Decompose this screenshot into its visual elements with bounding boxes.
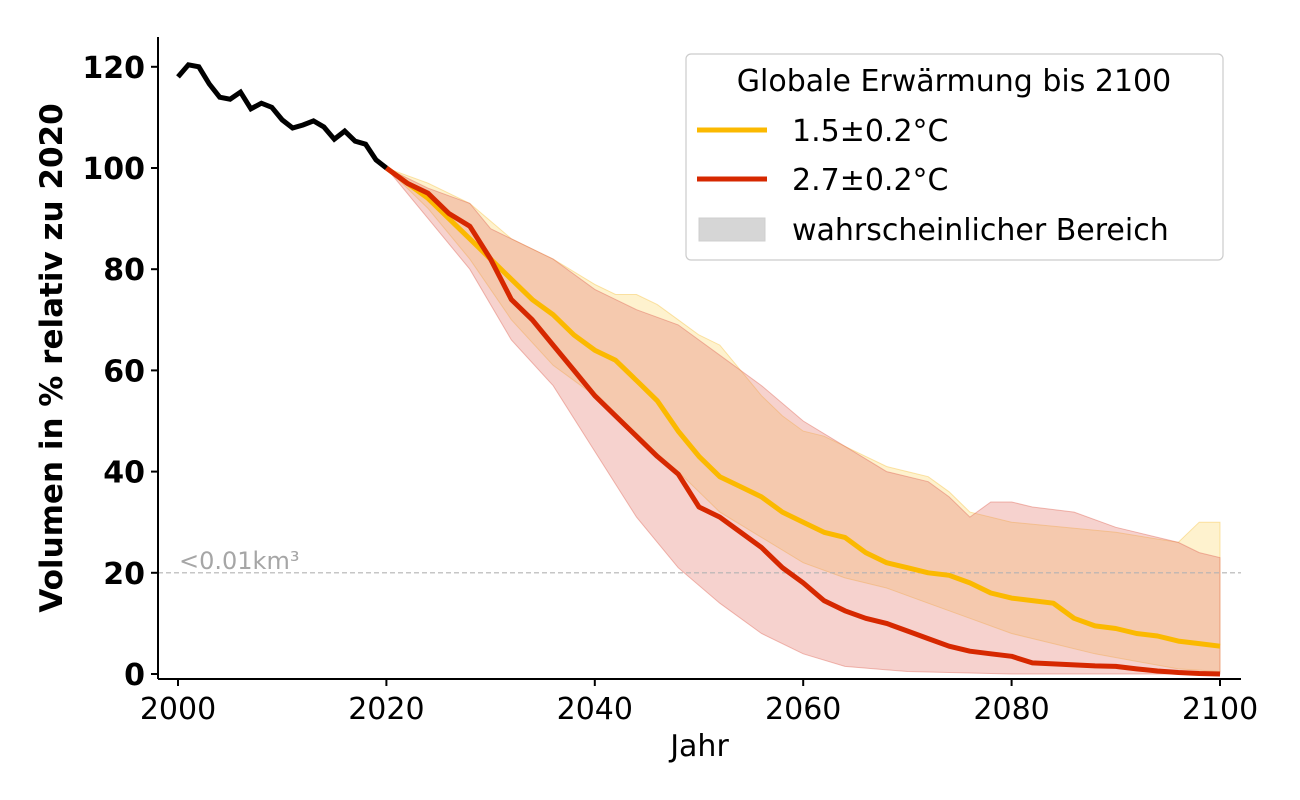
x-axis-title: Jahr: [668, 729, 729, 764]
band-1-5: [386, 167, 1221, 673]
confidence-bands: [386, 167, 1221, 675]
legend-label-2-7: 2.7±0.2°C: [792, 163, 949, 198]
y-tick-label: 80: [103, 253, 145, 288]
legend-swatch-range: [698, 217, 766, 242]
legend-label-range: wahrscheinlicher Bereich: [792, 213, 1169, 248]
x-tick-label: 2100: [1182, 692, 1258, 727]
y-tick-label: 0: [124, 658, 145, 693]
band-2-7: [386, 167, 1221, 675]
x-ticks: 2000 2020 2040 2060 2080 2100: [140, 679, 1258, 727]
legend-frame: [685, 53, 1224, 261]
historical-line: [176, 62, 388, 170]
y-ticks: 0 20 40 60 80 100 120: [82, 51, 158, 693]
series-line-2-7: [384, 165, 1221, 677]
x-tick-label: 2020: [348, 692, 424, 727]
series-lines: [176, 62, 1221, 677]
x-tick-label: 2000: [140, 692, 216, 727]
legend: Globale Erwärmung bis 2100 1.5±0.2°C 2.7…: [685, 53, 1224, 261]
series-line-1-5: [384, 165, 1221, 649]
y-tick-label: 120: [82, 51, 145, 86]
x-tick-label: 2080: [973, 692, 1049, 727]
legend-title: Globale Erwärmung bis 2100: [737, 64, 1171, 99]
x-tick-label: 2060: [765, 692, 841, 727]
y-tick-label: 100: [82, 152, 145, 187]
y-axis-title: Volumen in % relativ zu 2020: [34, 103, 70, 612]
y-tick-label: 60: [103, 354, 145, 389]
reference-line-label: <0.01km³: [179, 547, 299, 575]
y-tick-label: 20: [103, 557, 145, 592]
x-tick-label: 2040: [557, 692, 633, 727]
y-tick-label: 40: [103, 456, 145, 491]
legend-label-1-5: 1.5±0.2°C: [792, 114, 949, 149]
